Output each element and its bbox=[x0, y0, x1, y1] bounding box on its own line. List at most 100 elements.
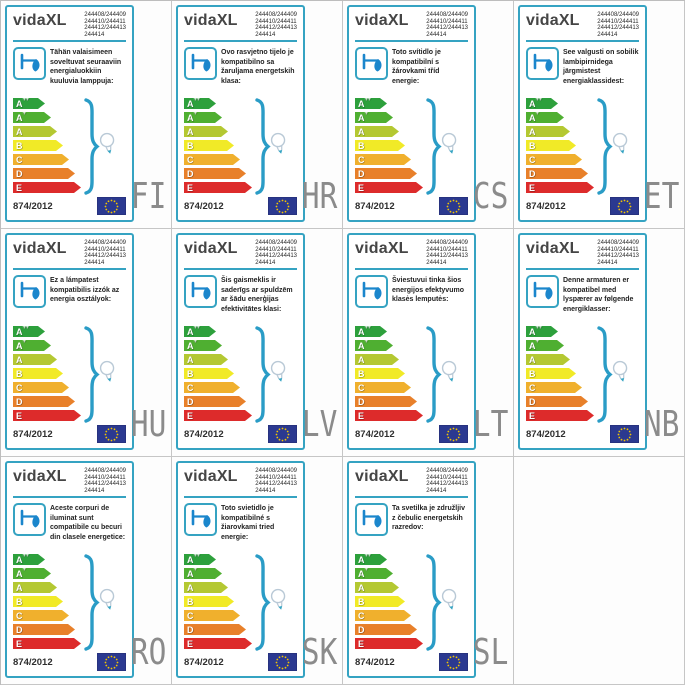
product-number-line: 244408/244409 bbox=[597, 12, 639, 18]
language-code: SL bbox=[472, 632, 508, 673]
energy-class-arrow: A bbox=[526, 126, 570, 137]
energy-efficiency-scale: A++ A+ A B C D E bbox=[13, 326, 126, 423]
bulb-sketch-icon bbox=[270, 132, 286, 154]
curly-brace-glyph bbox=[426, 326, 442, 423]
compatibility-text: Ta svetilka je združljiv z čebulic energ… bbox=[392, 505, 466, 531]
eu-flag bbox=[439, 425, 468, 443]
language-code: ET bbox=[643, 176, 679, 217]
energy-class-arrow: B bbox=[526, 368, 576, 379]
curly-brace-glyph bbox=[255, 98, 271, 195]
energy-class-arrow: A++ bbox=[13, 98, 45, 109]
energy-efficiency-scale: A++ A+ A B C D E bbox=[355, 98, 468, 195]
energy-class-arrow: C bbox=[184, 382, 240, 393]
card-footer: 874/2012 bbox=[13, 653, 126, 671]
product-number-line: 244408/244409 bbox=[255, 240, 297, 246]
energy-class-arrow: A bbox=[184, 582, 228, 593]
product-number-line: 244414 bbox=[84, 259, 105, 266]
energy-class-arrows: A++ A+ A B C D E bbox=[355, 554, 468, 649]
energy-class-arrow: A+ bbox=[184, 340, 222, 351]
card-footer: 874/2012 bbox=[184, 653, 297, 671]
bulb-sketch-icon bbox=[270, 360, 286, 382]
energy-class-arrow: A bbox=[355, 582, 399, 593]
regulation-number: 874/2012 bbox=[13, 200, 53, 212]
description-row: Toto svítidlo je kompatibilní s žárovkam… bbox=[355, 47, 468, 93]
energy-class-arrow: A bbox=[13, 582, 57, 593]
description-row: Ta svetilka je združljiv z čebulic energ… bbox=[355, 503, 468, 549]
energy-class-arrow: A bbox=[184, 126, 228, 137]
energy-class-arrow: E bbox=[526, 410, 594, 421]
product-numbers: 244408/244409 244410/244411 244412/24441… bbox=[426, 468, 468, 494]
energy-label-card: vidaXL 244408/244409 244410/244411 24441… bbox=[347, 461, 476, 678]
energy-class-arrow: A++ bbox=[13, 326, 45, 337]
energy-efficiency-scale: A++ A+ A B C D E bbox=[526, 98, 639, 195]
energy-class-arrow: A++ bbox=[355, 554, 387, 565]
card-header: vidaXL 244408/244409 244410/244411 24441… bbox=[355, 467, 468, 494]
energy-class-arrow: A+ bbox=[184, 568, 222, 579]
brand-logo: vidaXL bbox=[355, 240, 409, 257]
header-divider bbox=[355, 40, 468, 42]
product-number-line: 244408/244409 bbox=[426, 240, 468, 246]
compatibility-text: Ez a lámpatest kompatibilis izzók az ene… bbox=[50, 277, 120, 303]
product-number-line: 244408/244409 bbox=[426, 12, 468, 18]
product-number-line: 244414 bbox=[597, 31, 618, 38]
compatibility-text: Šis gaismeklis ir saderīgs ar spuldzēm a… bbox=[221, 277, 293, 313]
energy-class-arrow: A+ bbox=[184, 112, 222, 123]
energy-class-arrows: A++ A+ A B C D E bbox=[13, 326, 126, 421]
energy-label-card: vidaXL 244408/244409 244410/244411 24441… bbox=[347, 233, 476, 450]
header-divider bbox=[184, 496, 297, 498]
energy-class-arrow: C bbox=[355, 610, 411, 621]
product-number-line: 244410/244411 bbox=[597, 246, 639, 253]
energy-class-arrow: B bbox=[13, 596, 63, 607]
eu-flag bbox=[610, 197, 639, 215]
energy-class-arrow: E bbox=[526, 182, 594, 193]
curly-brace-glyph bbox=[84, 326, 100, 423]
regulation-number: 874/2012 bbox=[355, 200, 395, 212]
curly-brace-glyph bbox=[426, 98, 442, 195]
wall-lamp-icon bbox=[13, 275, 46, 308]
product-number-line: 244412/244413 bbox=[426, 25, 468, 31]
energy-class-arrows: A++ A+ A B C D E bbox=[526, 326, 639, 421]
product-numbers: 244408/244409 244410/244411 244412/24441… bbox=[255, 468, 297, 494]
energy-class-arrow: E bbox=[355, 182, 423, 193]
header-divider bbox=[184, 268, 297, 270]
energy-class-arrow: D bbox=[355, 624, 417, 635]
energy-class-arrow: D bbox=[355, 168, 417, 179]
energy-class-arrow: A bbox=[13, 354, 57, 365]
description-row: See valgusti on sobilik lambipirnidega j… bbox=[526, 47, 639, 93]
energy-class-arrow: E bbox=[184, 410, 252, 421]
wall-lamp-icon bbox=[184, 503, 217, 536]
bulb-sketch-icon bbox=[99, 132, 115, 154]
label-cell: vidaXL 244408/244409 244410/244411 24441… bbox=[343, 457, 514, 685]
language-code: SK bbox=[301, 632, 337, 673]
product-numbers: 244408/244409 244410/244411 244412/24441… bbox=[597, 240, 639, 266]
energy-class-arrows: A++ A+ A B C D E bbox=[355, 326, 468, 421]
header-divider bbox=[355, 268, 468, 270]
energy-class-arrow: A++ bbox=[184, 98, 216, 109]
product-number-line: 244414 bbox=[255, 31, 276, 38]
header-divider bbox=[184, 40, 297, 42]
card-header: vidaXL 244408/244409 244410/244411 24441… bbox=[13, 239, 126, 266]
energy-label-card: vidaXL 244408/244409 244410/244411 24441… bbox=[5, 5, 134, 222]
label-cell: vidaXL 244408/244409 244410/244411 24441… bbox=[1, 457, 172, 685]
energy-class-arrow: B bbox=[184, 368, 234, 379]
description-row: Šis gaismeklis ir saderīgs ar spuldzēm a… bbox=[184, 275, 297, 321]
energy-efficiency-scale: A++ A+ A B C D E bbox=[355, 326, 468, 423]
energy-efficiency-scale: A++ A+ A B C D E bbox=[184, 326, 297, 423]
product-number-line: 244414 bbox=[426, 31, 447, 38]
product-number-line: 244408/244409 bbox=[255, 12, 297, 18]
energy-class-arrow: D bbox=[526, 396, 588, 407]
energy-efficiency-scale: A++ A+ A B C D E bbox=[355, 554, 468, 651]
label-cell: vidaXL 244408/244409 244410/244411 24441… bbox=[172, 1, 343, 229]
description-row: Denne armaturen er kompatibel med lyspær… bbox=[526, 275, 639, 321]
compatibility-text: Aceste corpuri de iluminat sunt compatib… bbox=[50, 505, 126, 541]
energy-efficiency-scale: A++ A+ A B C D E bbox=[13, 554, 126, 651]
energy-class-arrow: E bbox=[355, 410, 423, 421]
card-header: vidaXL 244408/244409 244410/244411 24441… bbox=[13, 11, 126, 38]
curly-brace-glyph bbox=[426, 554, 442, 651]
product-number-line: 244410/244411 bbox=[255, 18, 297, 25]
energy-class-arrow: E bbox=[184, 638, 252, 649]
card-header: vidaXL 244408/244409 244410/244411 24441… bbox=[355, 239, 468, 266]
energy-label-card: vidaXL 244408/244409 244410/244411 24441… bbox=[176, 233, 305, 450]
energy-efficiency-scale: A++ A+ A B C D E bbox=[13, 98, 126, 195]
